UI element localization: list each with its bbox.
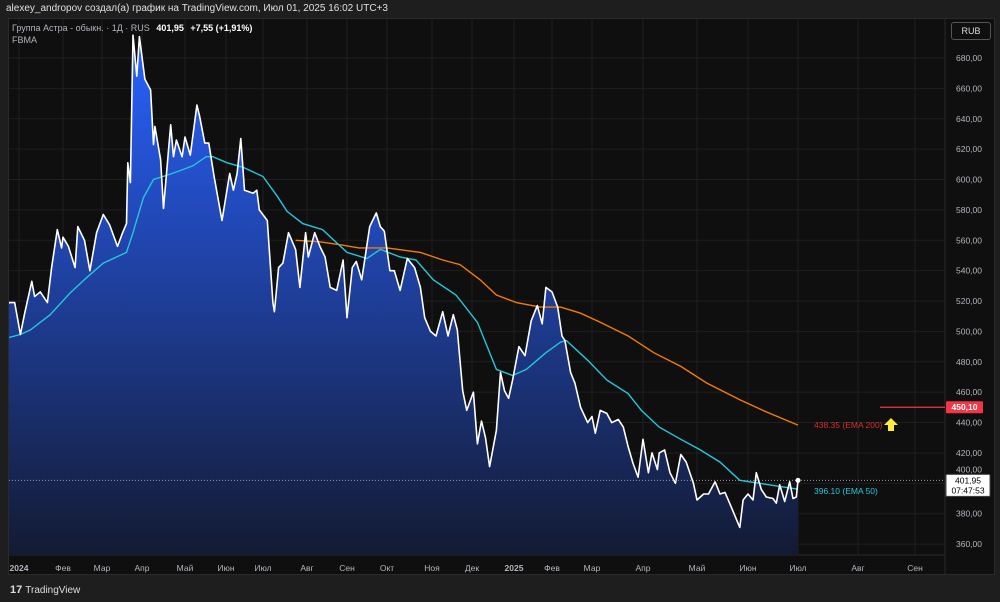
ema50-label: 396.10 (EMA 50) [814, 486, 878, 496]
ema50-line [9, 155, 799, 490]
price-axis-tick: 520,00 [956, 296, 982, 306]
time-axis-tick: Апр [135, 563, 150, 573]
tradingview-logo-icon: 17 [10, 584, 23, 596]
symbol-legend: Группа Астра - обыкн. · 1Д · RUS 401,95 … [12, 22, 252, 46]
price-axis-tick: 480,00 [956, 357, 982, 367]
time-axis-tick: Июн [739, 563, 756, 573]
time-axis-tick: Июн [217, 563, 234, 573]
time-axis-tick: Апр [636, 563, 651, 573]
time-axis-tick: Сен [339, 563, 355, 573]
ema200-label: 438.35 (EMA 200) [814, 420, 883, 430]
time-axis-tick: Авг [300, 563, 313, 573]
price-axis-tick: 600,00 [956, 175, 982, 185]
time-axis-tick: 2025 [505, 563, 524, 573]
brand-name: TradingView [25, 584, 81, 596]
tradingview-footer: 17 TradingView [10, 584, 80, 596]
symbol-name[interactable]: Группа Астра - обыкн. · 1Д · RUS [12, 23, 150, 33]
time-axis-tick: Дек [465, 563, 479, 573]
price-axis-tick: 360,00 [956, 539, 982, 549]
time-axis-tick: Ноя [424, 563, 440, 573]
up-arrow-icon [884, 418, 898, 431]
last-price-badge-value: 401,95 [955, 475, 981, 485]
time-axis-tick: Фев [544, 563, 560, 573]
price-axis-tick: 640,00 [956, 114, 982, 124]
price-axis-tick: 420,00 [956, 448, 982, 458]
price-change: +7,55 (+1,91%) [190, 23, 253, 33]
last-price-badge [945, 473, 991, 497]
time-axis-tick: 2024 [10, 563, 29, 573]
time-axis-tick: Май [177, 563, 194, 573]
price-axis-tick: 500,00 [956, 326, 982, 336]
price-axis-tick: 580,00 [956, 205, 982, 215]
alert-price-badge [946, 401, 983, 414]
time-axis-tick: Мар [94, 563, 111, 573]
price-axis-tick: 680,00 [956, 53, 982, 63]
price-axis-tick: 660,00 [956, 83, 982, 93]
chart-author-title: alexey_andropov создал(а) график на Trad… [6, 3, 388, 14]
alert-price-label: 450,10 [952, 402, 978, 412]
price-axis-tick: 460,00 [956, 387, 982, 397]
bar-countdown: 07:47:53 [951, 485, 984, 495]
last-price: 401,95 [156, 23, 184, 33]
exchange-label: FBMA [12, 35, 38, 45]
time-axis-tick: Фев [55, 563, 71, 573]
price-axis-tick: 560,00 [956, 235, 982, 245]
last-price-marker [795, 477, 801, 483]
ema200-line [295, 239, 799, 426]
price-area-fill [9, 35, 798, 555]
price-axis-tick: 440,00 [956, 418, 982, 428]
time-axis-tick: Окт [380, 563, 394, 573]
time-axis-tick: Июл [254, 563, 271, 573]
currency-button[interactable]: RUB [951, 22, 991, 40]
price-axis-tick: 540,00 [956, 266, 982, 276]
price-axis-tick: 400,00 [956, 464, 982, 474]
price-axis-tick: 380,00 [956, 509, 982, 519]
time-axis-tick: Июл [789, 563, 806, 573]
time-axis-tick: Авг [851, 563, 864, 573]
price-line [9, 34, 799, 529]
plot-area [9, 34, 799, 555]
time-axis-tick: Мар [584, 563, 601, 573]
price-axis-tick: 620,00 [956, 144, 982, 154]
time-axis-tick: Сен [907, 563, 923, 573]
time-axis-tick: Май [689, 563, 706, 573]
